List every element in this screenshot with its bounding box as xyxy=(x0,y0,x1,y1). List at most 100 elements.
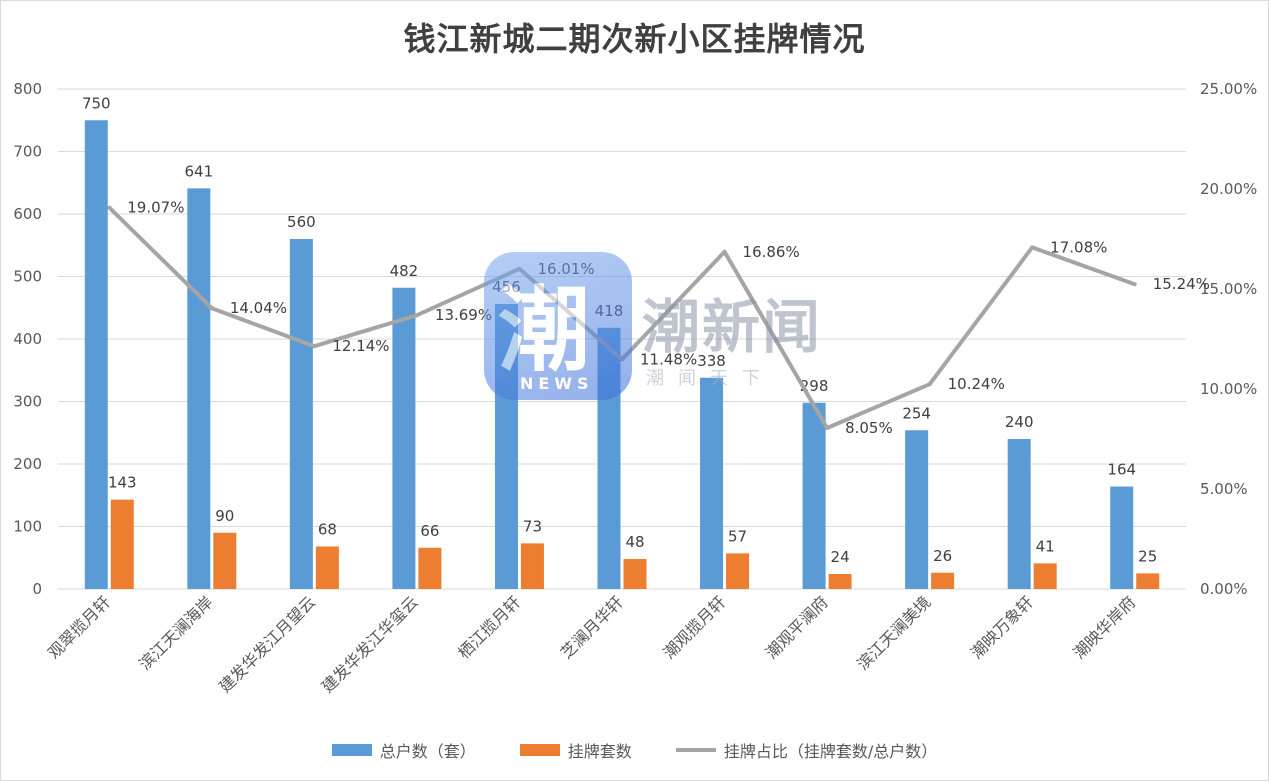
bar-total-data-label: 240 xyxy=(1005,413,1034,431)
ratio-point xyxy=(722,249,727,254)
legend-swatch-total xyxy=(331,744,372,756)
ratio-point xyxy=(927,382,932,387)
y-left-tick-label: 100 xyxy=(13,518,42,536)
bar-listed-units xyxy=(623,559,647,589)
bar-listed-data-label: 41 xyxy=(1036,537,1055,555)
bar-listed-data-label: 26 xyxy=(933,547,952,565)
x-category-label: 芝澜月华轩 xyxy=(557,592,627,662)
y-left-tick-label: 200 xyxy=(13,455,42,473)
legend-item-total: 总户数（套） xyxy=(331,738,476,762)
ratio-point xyxy=(1030,245,1035,250)
x-category-label: 滨江天澜海岸 xyxy=(135,592,216,673)
ratio-data-label: 16.01% xyxy=(537,260,594,278)
bar-total-data-label: 641 xyxy=(184,162,213,180)
x-category-label: 栖江揽月轩 xyxy=(454,592,524,662)
ratio-data-label: 17.08% xyxy=(1050,238,1107,256)
ratio-data-label: 8.05% xyxy=(845,419,893,437)
y-left-tick-label: 0 xyxy=(32,580,42,598)
bar-listed-data-label: 66 xyxy=(420,522,439,540)
x-category-label: 建发华发江月望云 xyxy=(215,592,319,696)
bar-listed-units xyxy=(828,574,852,589)
x-category-label: 潮观揽月轩 xyxy=(659,592,729,662)
bar-listed-units xyxy=(315,546,339,589)
bar-total-households xyxy=(494,304,518,589)
bar-total-data-label: 418 xyxy=(595,302,624,320)
bar-total-households xyxy=(1007,439,1031,589)
bar-total-households xyxy=(392,287,416,589)
ratio-data-label: 19.07% xyxy=(127,199,184,217)
y-right-tick-label: 20.00% xyxy=(1200,180,1257,198)
bar-listed-units xyxy=(931,572,955,589)
x-category-label: 滨江天澜美境 xyxy=(853,592,934,673)
bar-total-data-label: 560 xyxy=(287,213,316,231)
x-category-label: 潮映华岸府 xyxy=(1070,592,1140,662)
ratio-data-label: 11.48% xyxy=(640,350,697,368)
legend-item-ratio: 挂牌占比（挂牌套数/总户数） xyxy=(675,738,938,762)
bar-total-households xyxy=(597,327,621,589)
bar-total-data-label: 482 xyxy=(390,262,419,280)
y-right-tick-label: 10.00% xyxy=(1200,380,1257,398)
bar-total-households xyxy=(1110,486,1134,589)
bar-listed-units xyxy=(110,499,134,589)
bar-listed-data-label: 24 xyxy=(831,548,850,566)
bar-listed-units xyxy=(520,543,544,589)
y-right-tick-label: 5.00% xyxy=(1200,480,1248,498)
legend-swatch-ratio xyxy=(675,748,716,752)
legend-label-ratio: 挂牌占比（挂牌套数/总户数） xyxy=(723,742,938,761)
ratio-point xyxy=(209,306,214,311)
bar-total-data-label: 164 xyxy=(1107,461,1136,479)
ratio-point xyxy=(825,426,830,430)
bar-listed-data-label: 68 xyxy=(318,521,337,539)
bar-total-households xyxy=(187,188,211,589)
x-category-label: 潮映万象轩 xyxy=(967,592,1037,662)
bar-listed-data-label: 90 xyxy=(215,507,234,525)
bar-listed-units xyxy=(726,553,750,589)
ratio-data-label: 12.14% xyxy=(332,337,389,355)
bar-total-households xyxy=(84,120,108,589)
bar-total-data-label: 750 xyxy=(82,94,111,112)
chart-legend: 总户数（套） 挂牌套数 挂牌占比（挂牌套数/总户数） xyxy=(0,738,1269,762)
bar-listed-data-label: 48 xyxy=(625,533,644,551)
ratio-data-label: 10.24% xyxy=(948,375,1005,393)
legend-swatch-listed xyxy=(519,744,560,756)
bar-listed-data-label: 25 xyxy=(1138,547,1157,565)
bar-listed-data-label: 57 xyxy=(728,527,747,545)
y-left-tick-label: 400 xyxy=(13,330,42,348)
y-left-tick-label: 500 xyxy=(13,268,42,286)
y-right-tick-label: 0.00% xyxy=(1200,580,1248,598)
ratio-point xyxy=(620,357,624,362)
bar-total-households xyxy=(905,430,929,589)
legend-label-listed: 挂牌套数 xyxy=(567,742,632,761)
bar-total-data-label: 254 xyxy=(902,404,931,422)
ratio-point xyxy=(1132,282,1137,287)
y-left-tick-label: 700 xyxy=(13,143,42,161)
x-category-label: 潮观平澜府 xyxy=(762,592,832,662)
ratio-point xyxy=(107,205,112,210)
legend-label-total: 总户数（套） xyxy=(379,742,476,761)
bar-listed-data-label: 143 xyxy=(108,474,137,492)
bar-total-data-label: 338 xyxy=(697,352,726,370)
y-right-tick-label: 15.00% xyxy=(1200,280,1257,298)
bar-listed-units xyxy=(418,547,442,589)
ratio-point xyxy=(517,266,522,271)
ratio-point xyxy=(312,344,317,349)
ratio-point xyxy=(414,313,419,318)
ratio-data-label: 13.69% xyxy=(435,306,492,324)
bar-total-households xyxy=(700,377,724,589)
bar-listed-data-label: 73 xyxy=(523,517,542,535)
ratio-data-label: 14.04% xyxy=(230,299,287,317)
y-right-tick-label: 25.00% xyxy=(1200,80,1257,98)
ratio-data-label: 16.86% xyxy=(743,243,800,261)
ratio-data-label: 15.24% xyxy=(1153,275,1210,293)
bar-listed-units xyxy=(213,532,237,589)
chart-title: 钱江新城二期次新小区挂牌情况 xyxy=(403,20,866,58)
bar-listed-units xyxy=(1033,563,1057,589)
y-left-tick-label: 300 xyxy=(13,393,42,411)
bar-listed-units xyxy=(1136,573,1160,589)
x-category-label: 观翠揽月轩 xyxy=(44,592,114,662)
bar-total-households xyxy=(289,239,313,589)
y-left-tick-label: 600 xyxy=(13,205,42,223)
legend-item-listed: 挂牌套数 xyxy=(519,738,632,762)
